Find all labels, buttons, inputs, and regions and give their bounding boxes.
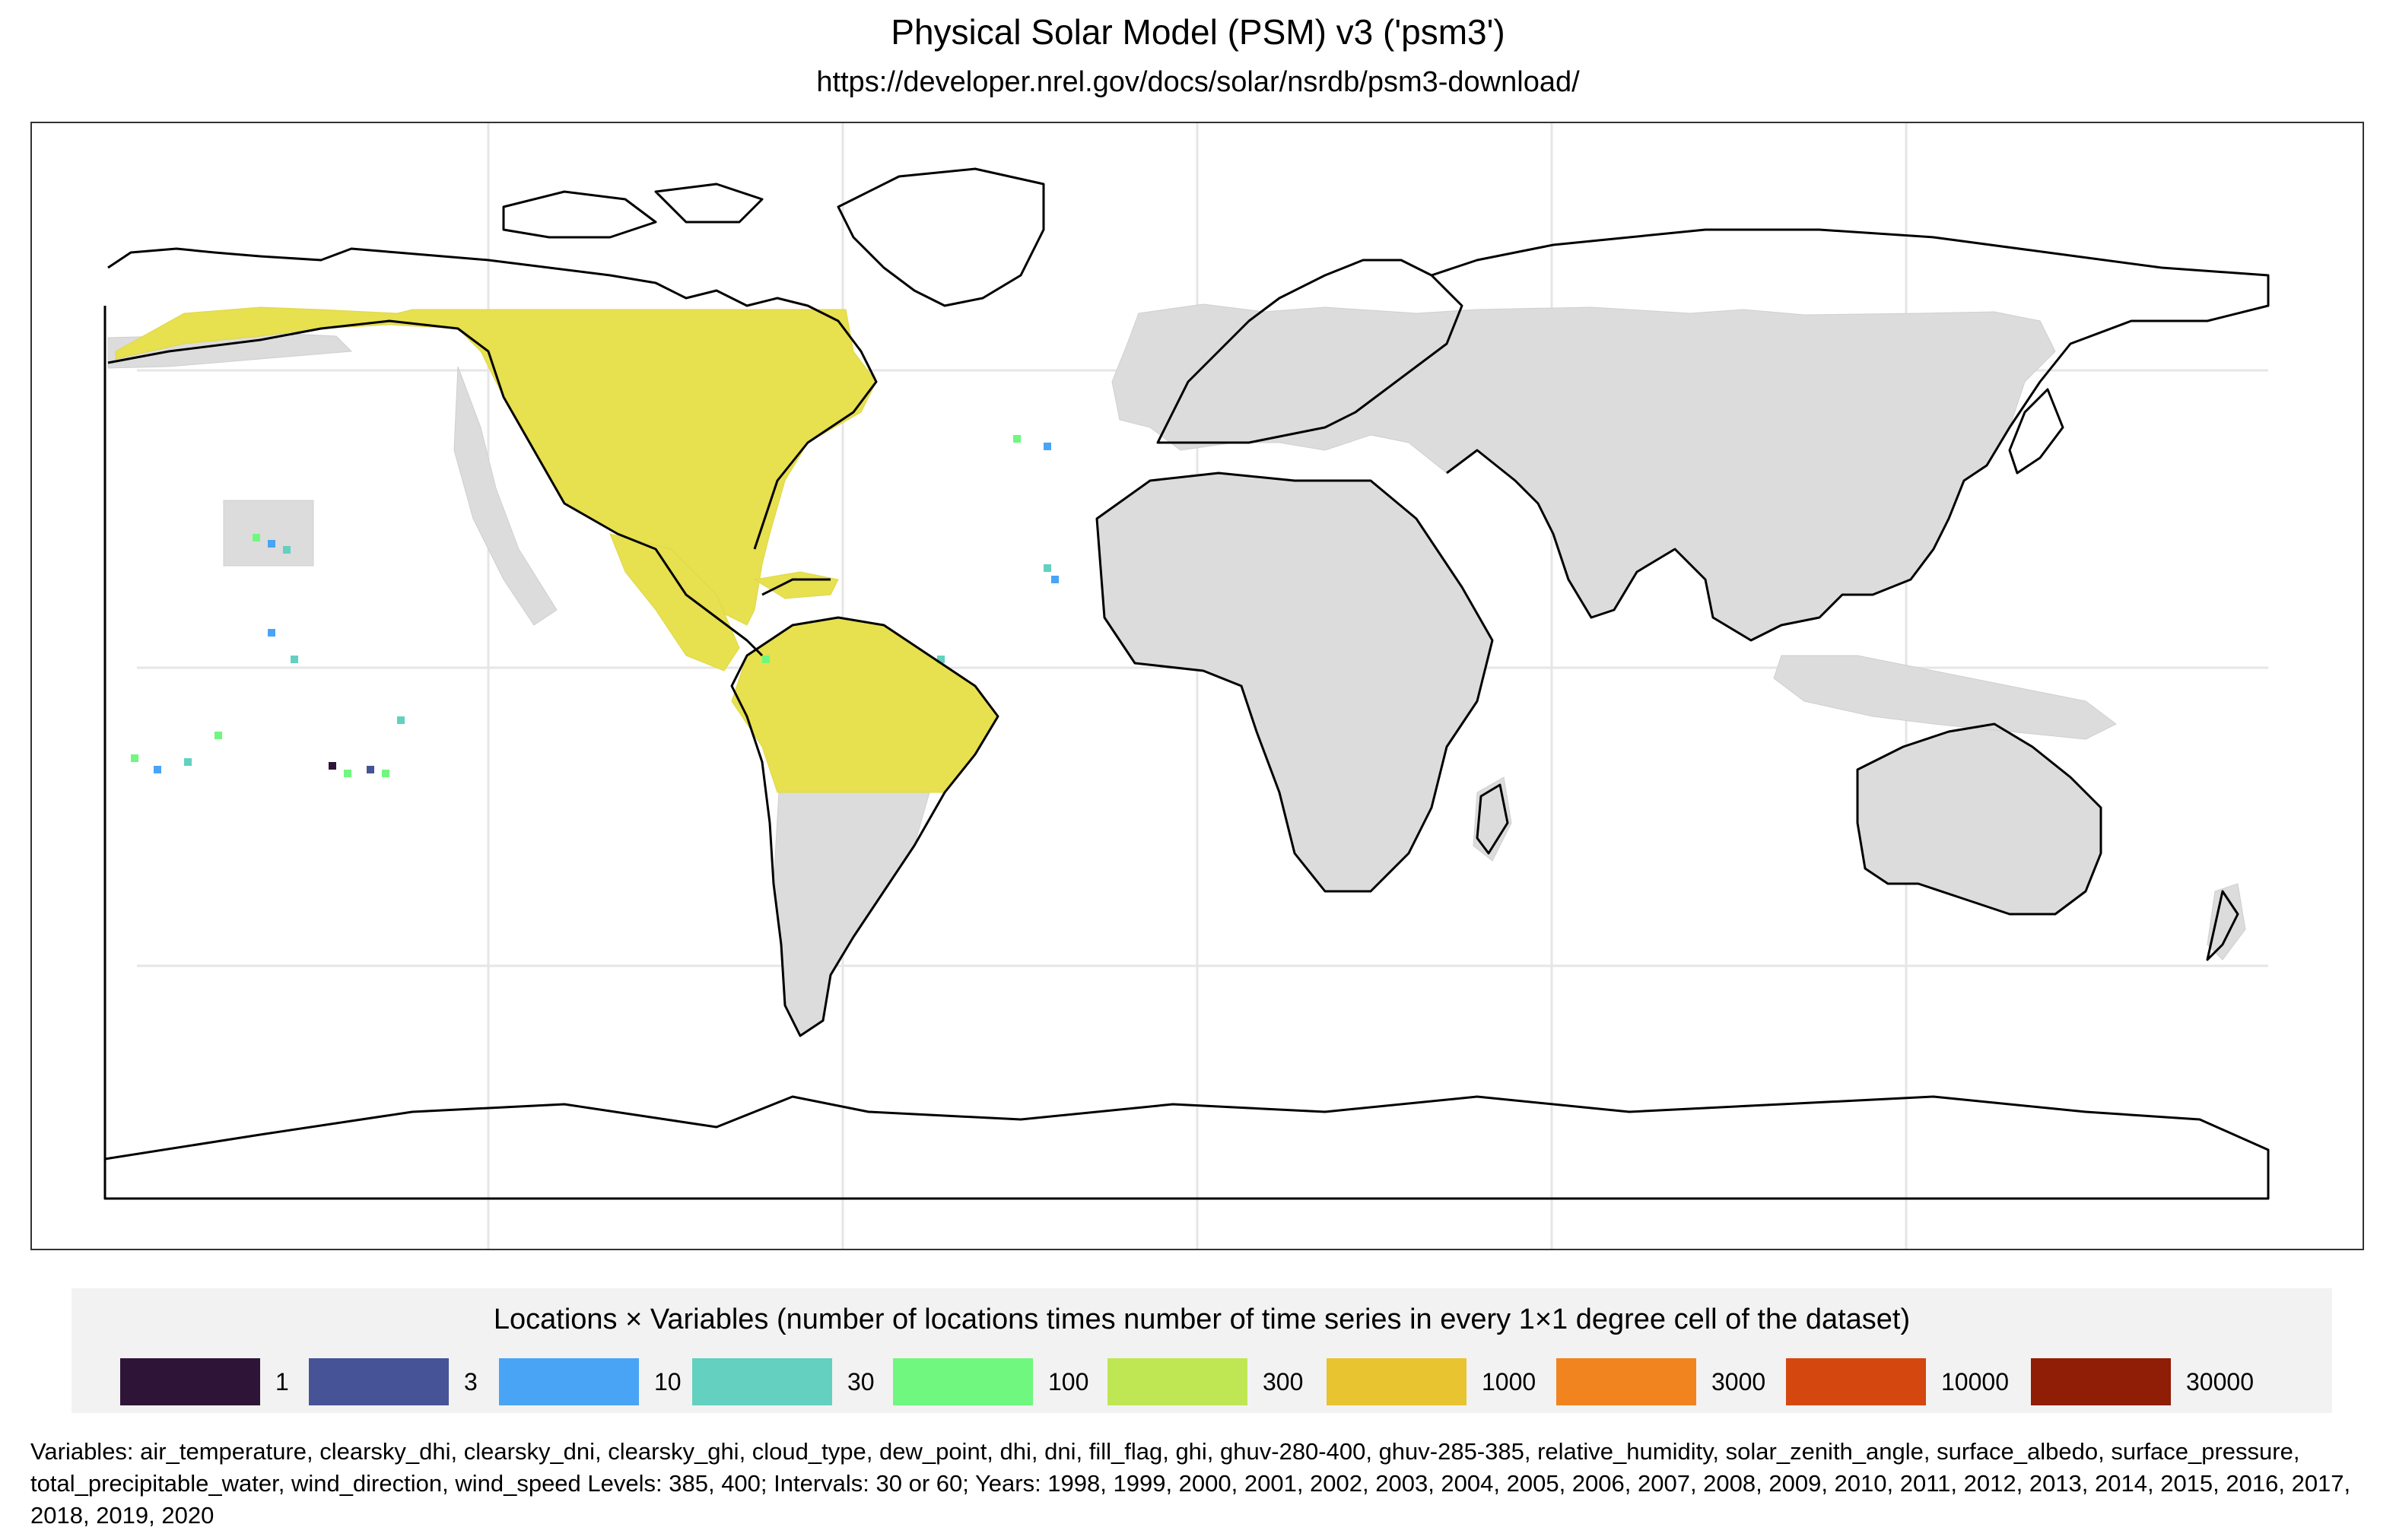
coast-japan [2008, 388, 2064, 475]
legend-swatch [120, 1358, 260, 1405]
legend-title: Locations × Variables (number of locatio… [493, 1303, 1911, 1335]
color-legend: Locations × Variables (number of locatio… [71, 1288, 2332, 1413]
nodata-region-pacific-coast [453, 366, 558, 626]
legend-swatch [1556, 1358, 1696, 1405]
coast-australia [1856, 722, 2102, 916]
island-cell [1044, 564, 1051, 572]
island-cells [131, 435, 1059, 777]
nodata-region-indonesia [1773, 655, 2117, 740]
legend-label: 30 [847, 1368, 875, 1396]
island-cell [367, 766, 374, 773]
coast-europe [1156, 259, 1463, 444]
legend-label: 1000 [1482, 1368, 1536, 1396]
legend-swatch [1327, 1358, 1467, 1405]
variables-footnote: Variables: air_temperature, clearsky_dhi… [30, 1438, 2351, 1529]
world-map [103, 123, 2270, 1249]
legend-label: 30000 [2186, 1368, 2254, 1396]
island-cell [344, 770, 351, 777]
island-cell [382, 770, 389, 777]
chart-subtitle-url: https://developer.nrel.gov/docs/solar/ns… [816, 66, 1580, 98]
island-cell [214, 732, 222, 739]
nodata-region-south-america [773, 792, 930, 1037]
chart-title: Physical Solar Model (PSM) v3 ('psm3') [891, 12, 1505, 52]
legend-label: 300 [1263, 1368, 1304, 1396]
coverage-cells [115, 306, 999, 793]
island-cell [268, 629, 275, 637]
legend-swatch [1107, 1358, 1247, 1405]
coverage-region-south-america [731, 617, 999, 793]
coast-asia [1431, 228, 2270, 642]
coast-new-zealand [2206, 890, 2239, 961]
island-cell [154, 766, 161, 773]
island-cell [283, 546, 291, 554]
coast-arctic-islands [502, 183, 764, 239]
island-cell [131, 754, 138, 762]
legend-swatch [893, 1358, 1033, 1405]
island-cell [184, 758, 192, 766]
legend-label: 3 [464, 1368, 478, 1396]
island-cell [1044, 443, 1051, 450]
coast-greenland [837, 167, 1045, 307]
legend-swatch [1786, 1358, 1926, 1405]
legend-swatch [692, 1358, 832, 1405]
nodata-cells [107, 303, 2246, 1037]
island-cell [291, 656, 298, 663]
coast-africa [1095, 472, 1494, 893]
nodata-region-africa [1096, 472, 1493, 892]
legend-label: 1 [275, 1368, 289, 1396]
island-cell [762, 656, 770, 663]
legend-label: 10 [654, 1368, 682, 1396]
coast-antarctica [103, 1095, 2270, 1200]
coverage-region-caribbean [753, 571, 839, 599]
legend-swatch [499, 1358, 639, 1405]
nodata-region-hawaii [223, 500, 314, 567]
legend-label: 100 [1048, 1368, 1089, 1396]
nodata-region-new-zealand [2207, 883, 2246, 961]
legend-label: 3000 [1711, 1368, 1766, 1396]
legend-swatch [309, 1358, 449, 1405]
legend-swatch [2031, 1358, 2171, 1405]
coverage-region-central-america [609, 533, 740, 672]
map-extent [103, 306, 2268, 1200]
coast-madagascar [1476, 783, 1509, 855]
legend-label: 10000 [1941, 1368, 2009, 1396]
island-cell [397, 716, 405, 724]
island-cell [329, 762, 336, 770]
island-cell [1013, 435, 1021, 443]
coastlines [103, 167, 2270, 1200]
coast-south-america [730, 616, 999, 1037]
island-cell [268, 540, 275, 548]
coast-north-america [107, 247, 878, 657]
island-cell [253, 534, 260, 541]
island-cell [937, 656, 945, 663]
island-cell [1051, 576, 1059, 583]
map-panel [30, 122, 2364, 1250]
